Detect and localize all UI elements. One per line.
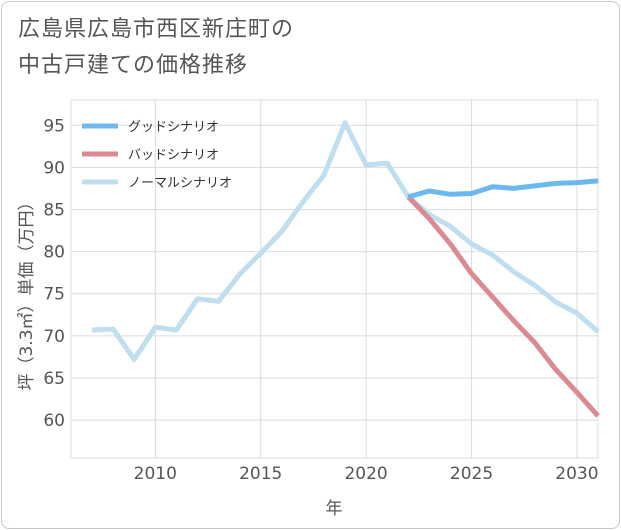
y-tick-label: 65: [43, 369, 65, 389]
x-axis-title: 年: [326, 499, 343, 519]
legend-label-0: グッドシナリオ: [128, 120, 219, 135]
chart-title: 広島県広島市西区新庄町の 中古戸建ての価格推移: [18, 12, 294, 84]
y-tick-label: 60: [43, 411, 65, 431]
series-line-1: [406, 195, 600, 418]
x-tick-label: 2020: [344, 464, 387, 484]
chart-title-line1: 広島県広島市西区新庄町の: [18, 17, 295, 42]
series-lines: [91, 120, 600, 418]
y-tick-label: 80: [43, 243, 65, 263]
axes: 60 65 70 75 80 85 90 95 2010 2015 2020 2025 2030: [43, 116, 598, 484]
chart-title-line2: 中古戸建ての価格推移: [18, 53, 249, 78]
x-tick-label: 2030: [555, 464, 598, 484]
x-tick-label: 2025: [450, 464, 493, 484]
y-tick-label: 95: [43, 116, 65, 136]
x-tick-label: 2010: [134, 464, 177, 484]
legend-label-1: バッドシナリオ: [128, 148, 219, 163]
plot-border: [70, 99, 599, 459]
series-line-2: [91, 120, 600, 362]
y-tick-label: 85: [43, 201, 65, 221]
x-tick-label: 2015: [239, 464, 282, 484]
series-line-0: [407, 178, 599, 200]
y-tick-label: 70: [43, 327, 65, 347]
y-tick-label: 90: [43, 158, 65, 178]
y-tick-label: 75: [43, 285, 65, 305]
y-axis-title: 坪（3.3㎡）単価（万円）: [17, 193, 37, 390]
legend-label-2: ノーマルシナリオ: [128, 176, 232, 191]
